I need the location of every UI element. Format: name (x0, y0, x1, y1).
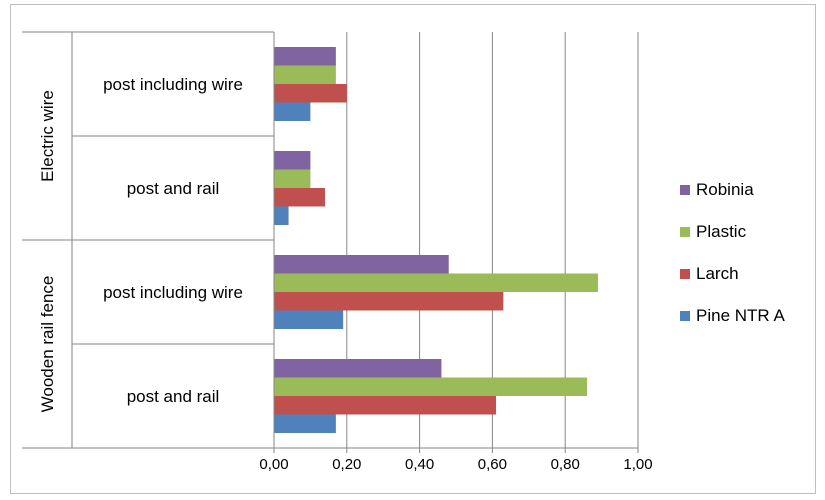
bar-robinia (274, 359, 442, 378)
x-tick-label: 0,60 (478, 456, 507, 473)
bar-plastic (274, 169, 311, 188)
group-label: Wooden rail fence (38, 276, 57, 413)
x-tick-label: 0,00 (259, 456, 288, 473)
axes (22, 31, 639, 453)
category-label: post including wire (103, 283, 243, 302)
bar-pine-ntr-a (274, 414, 336, 433)
x-tick-labels: 0,00 0,20 0,40 0,60 0,80 1,00 (259, 456, 652, 473)
category-label: post including wire (103, 75, 243, 94)
group-label: Electric wire (38, 90, 57, 182)
legend-label: Robinia (696, 180, 754, 199)
x-tick-label: 1,00 (623, 456, 652, 473)
category-label: post and rail (127, 179, 220, 198)
bar-pine-ntr-a (274, 102, 311, 121)
bar-robinia (274, 255, 449, 274)
bar-larch (274, 84, 347, 103)
bars (274, 47, 598, 433)
category-label: post and rail (127, 387, 220, 406)
legend-label: Pine NTR A (696, 306, 785, 325)
legend-label: Plastic (696, 222, 747, 241)
legend-swatch (680, 311, 690, 321)
legend-label: Larch (696, 264, 739, 283)
legend-swatch (680, 227, 690, 237)
bar-pine-ntr-a (274, 310, 344, 329)
legend-swatch (680, 269, 690, 279)
bar-plastic (274, 65, 336, 84)
x-tick-label: 0,20 (332, 456, 361, 473)
legend-swatch (680, 185, 690, 195)
legend: Robinia Plastic Larch Pine NTR A (680, 180, 785, 325)
x-tick-label: 0,40 (405, 456, 434, 473)
bar-plastic (274, 273, 598, 292)
x-tick-label: 0,80 (551, 456, 580, 473)
bar-robinia (274, 47, 336, 66)
group-labels: Electric wire Wooden rail fence (38, 90, 57, 412)
bar-larch (274, 292, 504, 311)
category-labels: post including wire post and rail post inc… (103, 75, 243, 406)
bar-larch (274, 188, 325, 207)
bar-robinia (274, 151, 311, 170)
bar-plastic (274, 377, 588, 396)
bar-larch (274, 396, 497, 415)
bar-pine-ntr-a (274, 206, 289, 225)
